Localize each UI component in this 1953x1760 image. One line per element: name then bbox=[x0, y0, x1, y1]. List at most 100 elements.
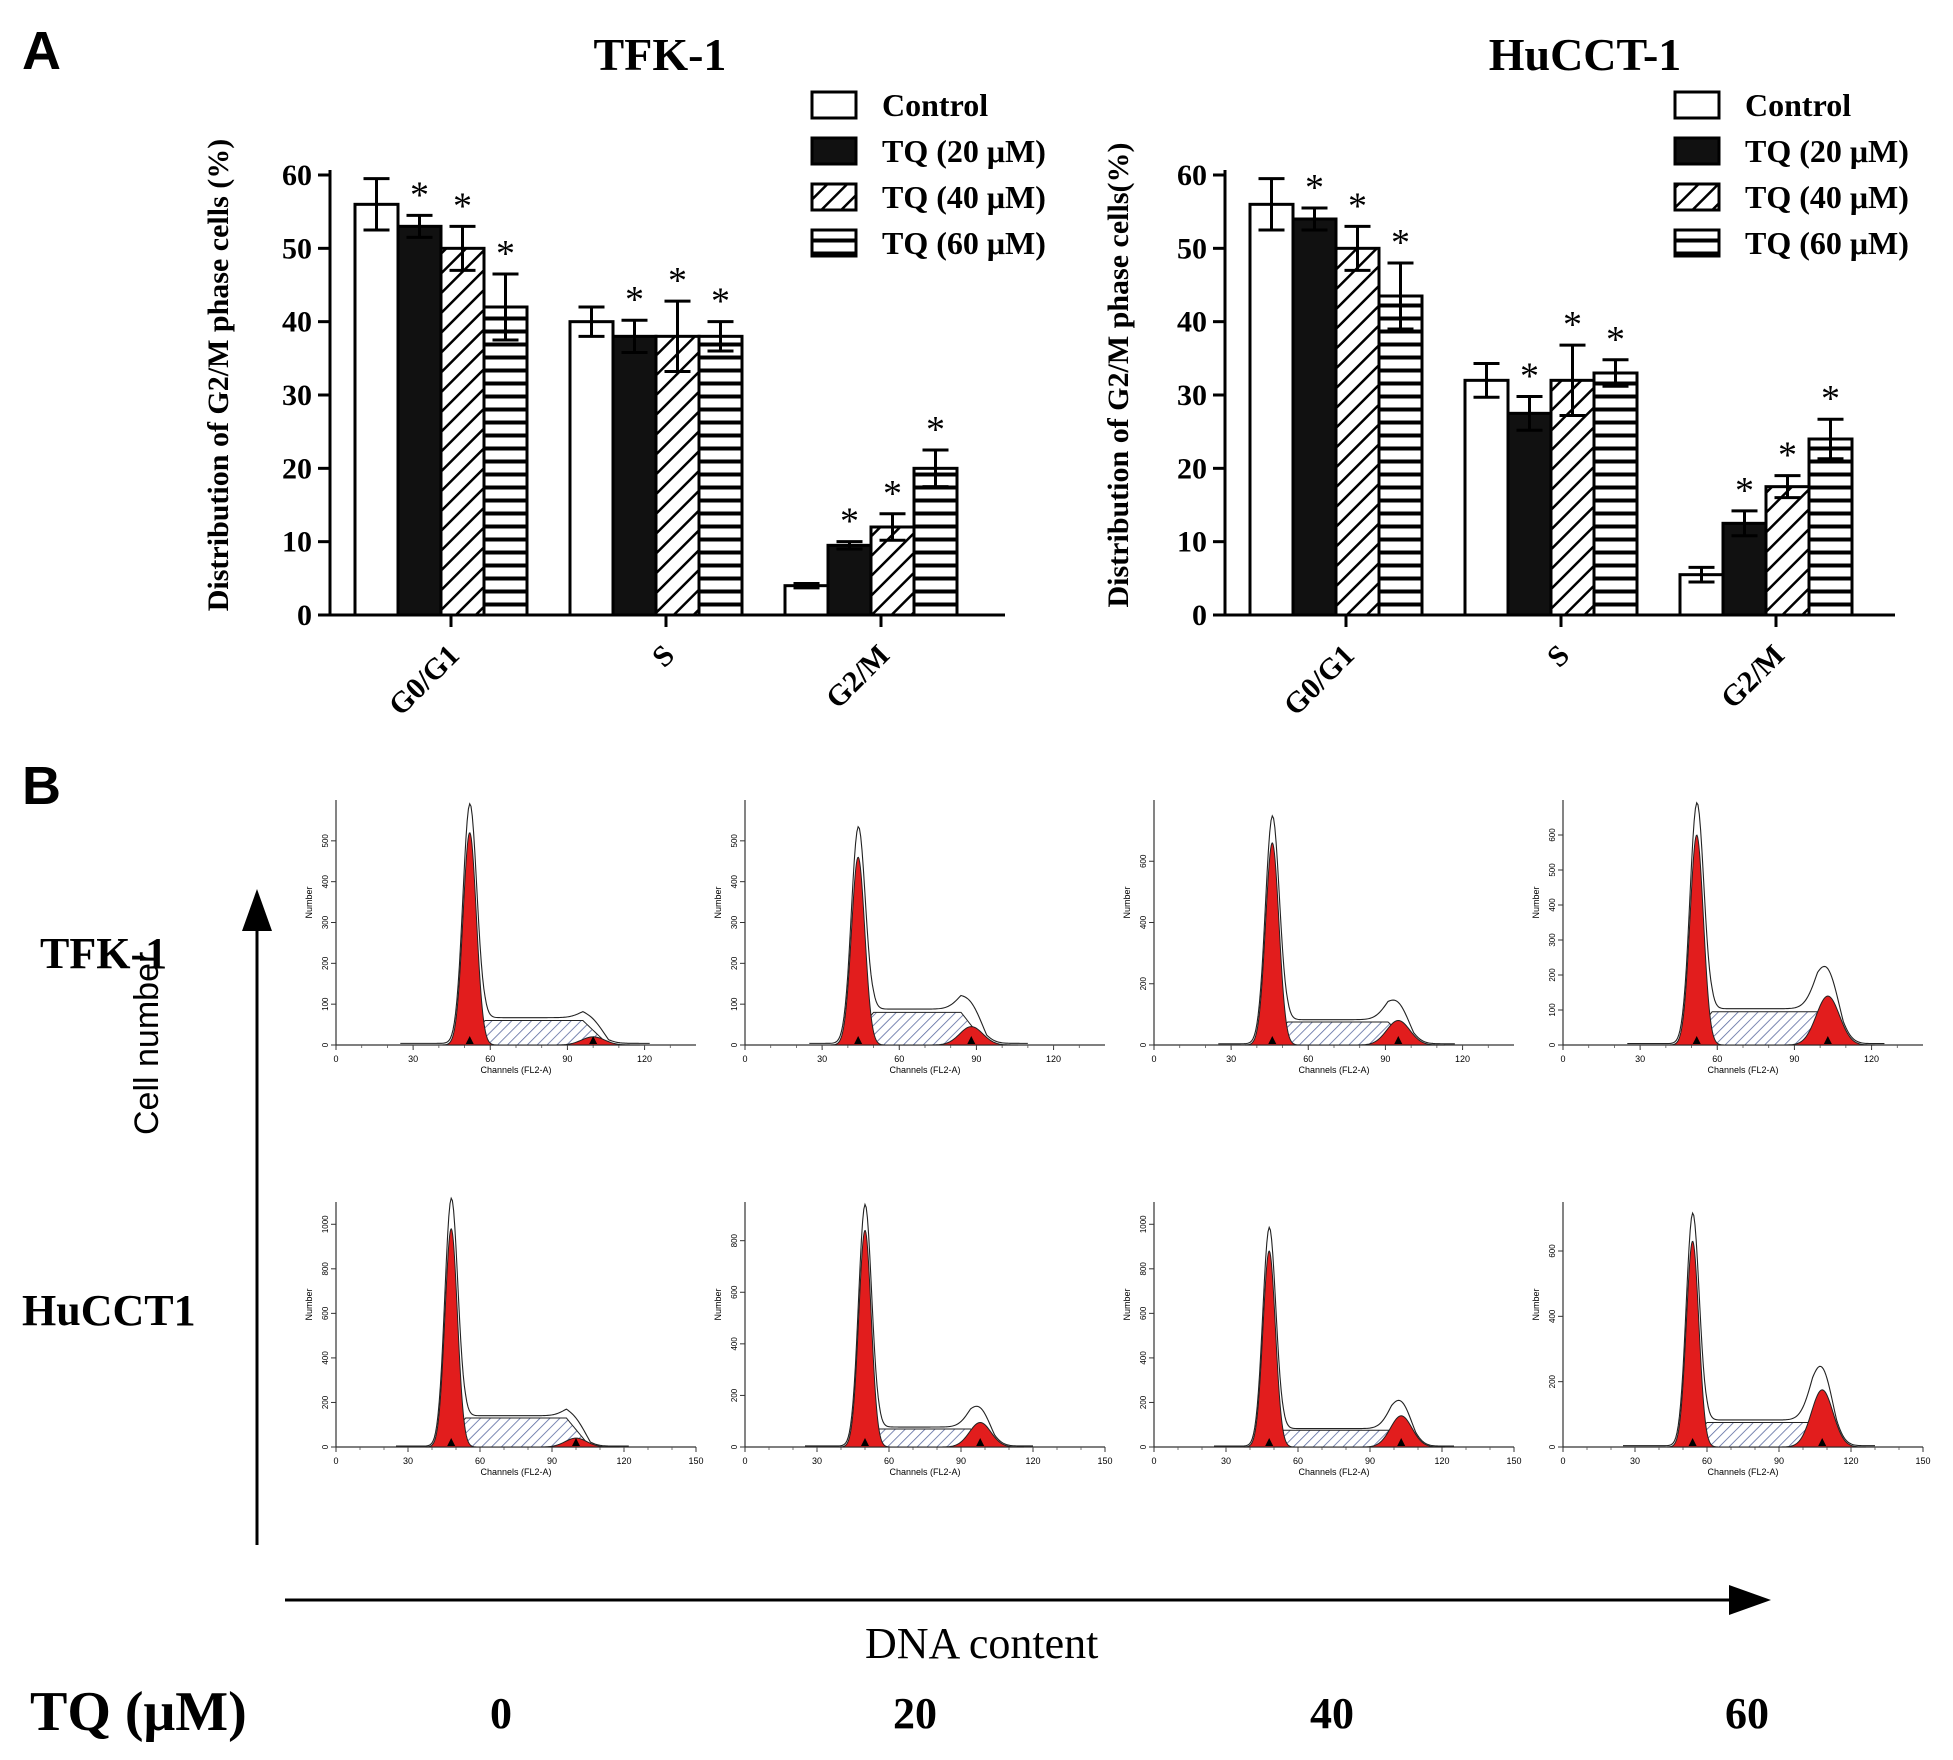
histogram-y-tick-label: 200 bbox=[1548, 1374, 1557, 1388]
y-axis-label: Distribution of G2/M phase cells (%) bbox=[202, 139, 235, 612]
histogram-x-label: Channels (FL2-A) bbox=[889, 1467, 960, 1477]
histogram-y-tick-label: 400 bbox=[730, 1337, 739, 1351]
histogram-y-tick-label: 400 bbox=[1139, 1351, 1148, 1365]
bar bbox=[783, 584, 830, 617]
histogram-y-tick-label: 0 bbox=[1139, 1042, 1148, 1047]
cell-number-label: Cell number bbox=[128, 951, 166, 1135]
y-tick-label: 60 bbox=[1177, 159, 1207, 192]
histogram-y-tick-label: 0 bbox=[321, 1444, 330, 1449]
legend-label: TQ (60 μM) bbox=[882, 225, 1046, 261]
dna-content-label: DNA content bbox=[865, 1619, 1099, 1668]
histogram-x-label: Channels (FL2-A) bbox=[1707, 1467, 1778, 1477]
histogram-x-tick-label: 90 bbox=[547, 1456, 557, 1466]
g2-peak bbox=[924, 1026, 1019, 1046]
peak-marker bbox=[447, 1438, 456, 1446]
histogram-x-tick-label: 150 bbox=[1506, 1456, 1521, 1466]
histogram-envelope bbox=[809, 825, 1028, 1044]
histogram-y-tick-label: 300 bbox=[1548, 933, 1557, 947]
row-label-tfk1: TFK-1 bbox=[40, 929, 168, 978]
histogram-x-tick-label: 90 bbox=[562, 1054, 572, 1064]
bar bbox=[1377, 294, 1424, 617]
histogram-x-tick-label: 30 bbox=[408, 1054, 418, 1064]
significance-star: * bbox=[453, 185, 472, 227]
y-tick-label: 60 bbox=[282, 159, 312, 192]
histogram-y-tick-label: 400 bbox=[321, 874, 330, 888]
peak-marker bbox=[854, 1036, 863, 1044]
y-tick-label: 30 bbox=[282, 379, 312, 412]
histogram-x-tick-label: 90 bbox=[1789, 1054, 1799, 1064]
y-tick-label: 20 bbox=[1177, 452, 1207, 485]
histogram-y-tick-label: 500 bbox=[321, 834, 330, 848]
peak-marker bbox=[1692, 1036, 1701, 1044]
significance-star: * bbox=[1606, 319, 1625, 361]
histogram-y-tick-label: 600 bbox=[1548, 828, 1557, 842]
s-phase-region bbox=[1260, 1021, 1416, 1046]
histogram-y-tick-label: 500 bbox=[730, 834, 739, 848]
histogram-y-tick-label: 400 bbox=[1548, 898, 1557, 912]
significance-star: * bbox=[1778, 435, 1797, 477]
histogram-y-tick-label: 200 bbox=[1548, 968, 1557, 982]
bar bbox=[654, 334, 701, 617]
significance-star: * bbox=[711, 281, 730, 323]
tq-value-20: 20 bbox=[893, 1689, 937, 1738]
histogram-y-tick-label: 100 bbox=[1548, 1003, 1557, 1017]
y-tick-label: 10 bbox=[282, 526, 312, 559]
histogram-y-tick-label: 200 bbox=[1139, 977, 1148, 991]
bar bbox=[1291, 217, 1338, 617]
histogram-plot: 0 30 60 90 120 0 200 400 600 Number Channels (FL2-… bbox=[1122, 800, 1514, 1075]
peak-marker bbox=[967, 1036, 976, 1044]
significance-star: * bbox=[625, 279, 644, 321]
bar bbox=[826, 543, 873, 617]
histogram-x-tick-label: 150 bbox=[688, 1456, 703, 1466]
histogram-x-label: Channels (FL2-A) bbox=[1298, 1467, 1369, 1477]
histogram-y-tick-label: 400 bbox=[321, 1351, 330, 1365]
histogram-x-tick-label: 60 bbox=[475, 1456, 485, 1466]
y-tick-label: 20 bbox=[282, 452, 312, 485]
histogram-x-tick-label: 60 bbox=[485, 1054, 495, 1064]
legend-swatch bbox=[1673, 90, 1721, 120]
peak-marker bbox=[1397, 1438, 1406, 1446]
histogram-x-tick-label: 120 bbox=[1864, 1054, 1879, 1064]
significance-star: * bbox=[926, 409, 945, 451]
histogram-plot: 0 30 60 90 120 150 0 200 400 600 800 Number Channels… bbox=[713, 1202, 1113, 1477]
legend-label: TQ (60 μM) bbox=[1745, 225, 1909, 261]
significance-star: * bbox=[1735, 470, 1754, 512]
g2-peak bbox=[936, 1421, 1024, 1448]
bar bbox=[1506, 411, 1553, 617]
histogram-y-tick-label: 0 bbox=[730, 1042, 739, 1047]
y-tick-label: 50 bbox=[282, 232, 312, 265]
bar bbox=[1592, 371, 1639, 617]
histogram-plot: 0 30 60 90 120 0 100 200 300 400 500 Number Channels… bbox=[713, 800, 1105, 1075]
significance-star: * bbox=[1391, 222, 1410, 264]
histogram-x-tick-label: 0 bbox=[333, 1054, 338, 1064]
panel-label-a: A bbox=[22, 21, 61, 81]
legend-label: TQ (20 μM) bbox=[882, 133, 1046, 169]
histogram-y-tick-label: 200 bbox=[730, 956, 739, 970]
histogram-y-label: Number bbox=[1531, 886, 1541, 918]
g2-peak bbox=[1351, 1019, 1446, 1046]
x-tick-label: G2/M bbox=[820, 639, 896, 715]
peak-marker bbox=[1265, 1438, 1274, 1446]
histogram-y-tick-label: 100 bbox=[730, 997, 739, 1011]
bar-chart-hucct1: HuCCT-1 Distribution of G2/M phase cells(… bbox=[1102, 29, 1909, 722]
histogram-y-tick-label: 300 bbox=[321, 915, 330, 929]
histogram-x-tick-label: 90 bbox=[956, 1456, 966, 1466]
legend-label: Control bbox=[1745, 87, 1851, 123]
y-tick-label: 50 bbox=[1177, 232, 1207, 265]
panel-label-b: B bbox=[22, 756, 61, 816]
histogram-y-tick-label: 600 bbox=[730, 1285, 739, 1299]
histogram-x-tick-label: 30 bbox=[812, 1456, 822, 1466]
bar bbox=[568, 320, 615, 617]
histogram-y-tick-label: 500 bbox=[1548, 863, 1557, 877]
tq-value-60: 60 bbox=[1725, 1689, 1769, 1738]
histogram-y-tick-label: 800 bbox=[321, 1262, 330, 1276]
histogram-x-tick-label: 0 bbox=[1560, 1054, 1565, 1064]
g1-peak bbox=[1669, 834, 1726, 1046]
peak-marker bbox=[861, 1438, 869, 1446]
bar bbox=[1463, 378, 1510, 617]
legend-swatch bbox=[1673, 136, 1721, 166]
histogram-x-label: Channels (FL2-A) bbox=[1298, 1065, 1369, 1075]
histogram-y-tick-label: 200 bbox=[321, 1395, 330, 1409]
peak-marker bbox=[976, 1438, 985, 1446]
g1-peak bbox=[425, 1228, 478, 1448]
